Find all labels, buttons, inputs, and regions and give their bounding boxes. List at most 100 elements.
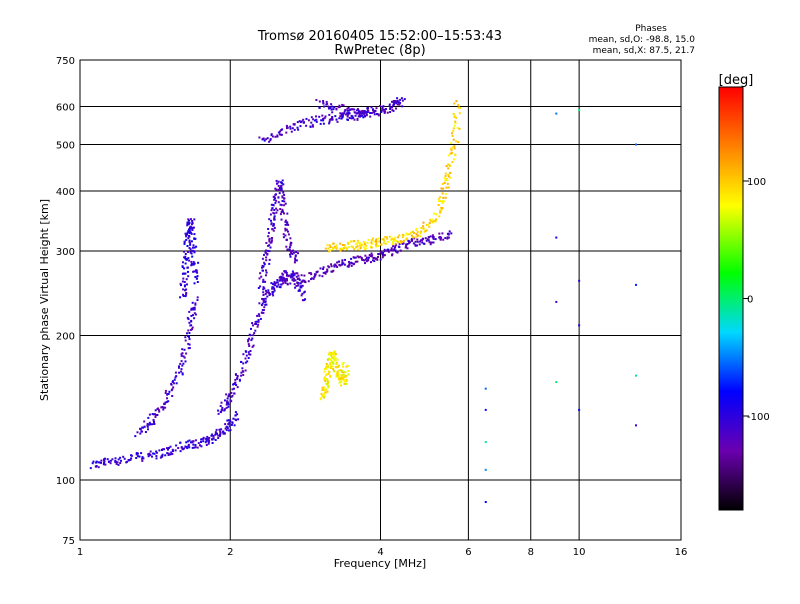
data-point: [187, 329, 190, 332]
data-point: [320, 119, 323, 122]
data-point: [405, 238, 408, 241]
data-point: [295, 251, 298, 254]
data-point: [174, 376, 177, 379]
data-point: [174, 449, 177, 452]
data-point: [247, 339, 250, 341]
data-point: [171, 381, 174, 383]
data-point: [371, 254, 374, 257]
data-point: [323, 388, 326, 391]
data-point: [293, 272, 296, 275]
data-point: [183, 267, 186, 270]
data-point: [332, 242, 335, 245]
data-point: [445, 165, 448, 168]
data-point: [386, 240, 389, 243]
data-point: [419, 232, 422, 235]
data-point: [380, 111, 383, 113]
data-point: [268, 291, 270, 294]
data-point: [294, 257, 297, 260]
data-point: [352, 263, 355, 266]
data-point: [338, 117, 341, 120]
grid-lines: [80, 60, 681, 540]
data-point: [340, 384, 342, 387]
data-point: [172, 450, 174, 453]
data-point: [268, 258, 271, 261]
data-point: [360, 244, 362, 247]
data-point: [187, 251, 189, 253]
data-point: [300, 294, 303, 297]
data-point: [190, 314, 193, 317]
data-point: [356, 109, 358, 112]
data-point: [337, 106, 340, 109]
data-point: [258, 136, 261, 139]
data-point: [347, 109, 350, 112]
data-point: [394, 242, 397, 245]
data-point: [149, 453, 152, 456]
data-point: [236, 386, 239, 389]
data-point: [432, 221, 435, 224]
data-point: [219, 405, 222, 407]
data-point: [338, 373, 341, 376]
x-tick-label: 1: [77, 547, 83, 558]
data-point: [335, 264, 338, 267]
data-point: [294, 279, 297, 282]
data-point: [166, 447, 168, 450]
data-point: [257, 287, 260, 289]
data-point: [161, 406, 164, 408]
data-point: [188, 232, 191, 234]
data-point: [355, 243, 358, 245]
data-point: [321, 386, 324, 389]
data-point: [194, 446, 197, 449]
data-point: [354, 114, 357, 117]
data-point: [262, 298, 265, 300]
data-point: [393, 238, 396, 241]
data-point: [415, 227, 418, 230]
data-point: [193, 312, 196, 315]
data-point: [297, 282, 300, 285]
data-point: [178, 366, 180, 369]
data-point: [89, 467, 92, 470]
data-point: [138, 455, 141, 458]
data-point: [225, 406, 228, 409]
data-point: [192, 226, 195, 229]
data-point: [191, 446, 194, 449]
data-point: [339, 249, 342, 252]
data-point: [228, 394, 230, 397]
data-point: [389, 111, 392, 113]
data-point: [186, 332, 188, 335]
data-point: [322, 396, 325, 399]
data-point: [333, 352, 336, 354]
data-point: [382, 238, 385, 241]
data-point: [284, 229, 287, 232]
data-point: [406, 233, 409, 236]
data-point: [350, 264, 353, 267]
data-point: [156, 414, 159, 416]
data-point: [158, 410, 161, 413]
data-point: [342, 361, 345, 364]
data-point: [457, 103, 460, 106]
data-point: [341, 369, 344, 372]
data-point: [192, 314, 194, 317]
data-point: [125, 461, 128, 464]
data-point: [326, 244, 329, 247]
data-point: [228, 425, 231, 428]
stats-title: Phases: [635, 24, 667, 34]
data-point: [393, 101, 396, 104]
data-point: [258, 302, 261, 305]
data-point: [297, 128, 300, 131]
data-point: [261, 269, 264, 272]
data-point: [190, 441, 192, 444]
data-point: [303, 274, 306, 277]
data-point: [414, 236, 417, 239]
data-point: [442, 187, 445, 190]
data-point: [431, 236, 434, 239]
data-point: [215, 428, 218, 431]
data-point: [450, 141, 453, 144]
data-point: [102, 463, 105, 466]
data-point: [180, 368, 183, 371]
data-point: [271, 135, 274, 138]
data-point: [346, 114, 349, 117]
data-point: [381, 107, 384, 110]
data-point: [188, 310, 191, 313]
data-point: [245, 354, 248, 357]
data-point: [194, 439, 197, 442]
